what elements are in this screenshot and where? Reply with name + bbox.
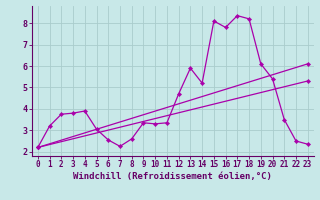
X-axis label: Windchill (Refroidissement éolien,°C): Windchill (Refroidissement éolien,°C)	[73, 172, 272, 181]
